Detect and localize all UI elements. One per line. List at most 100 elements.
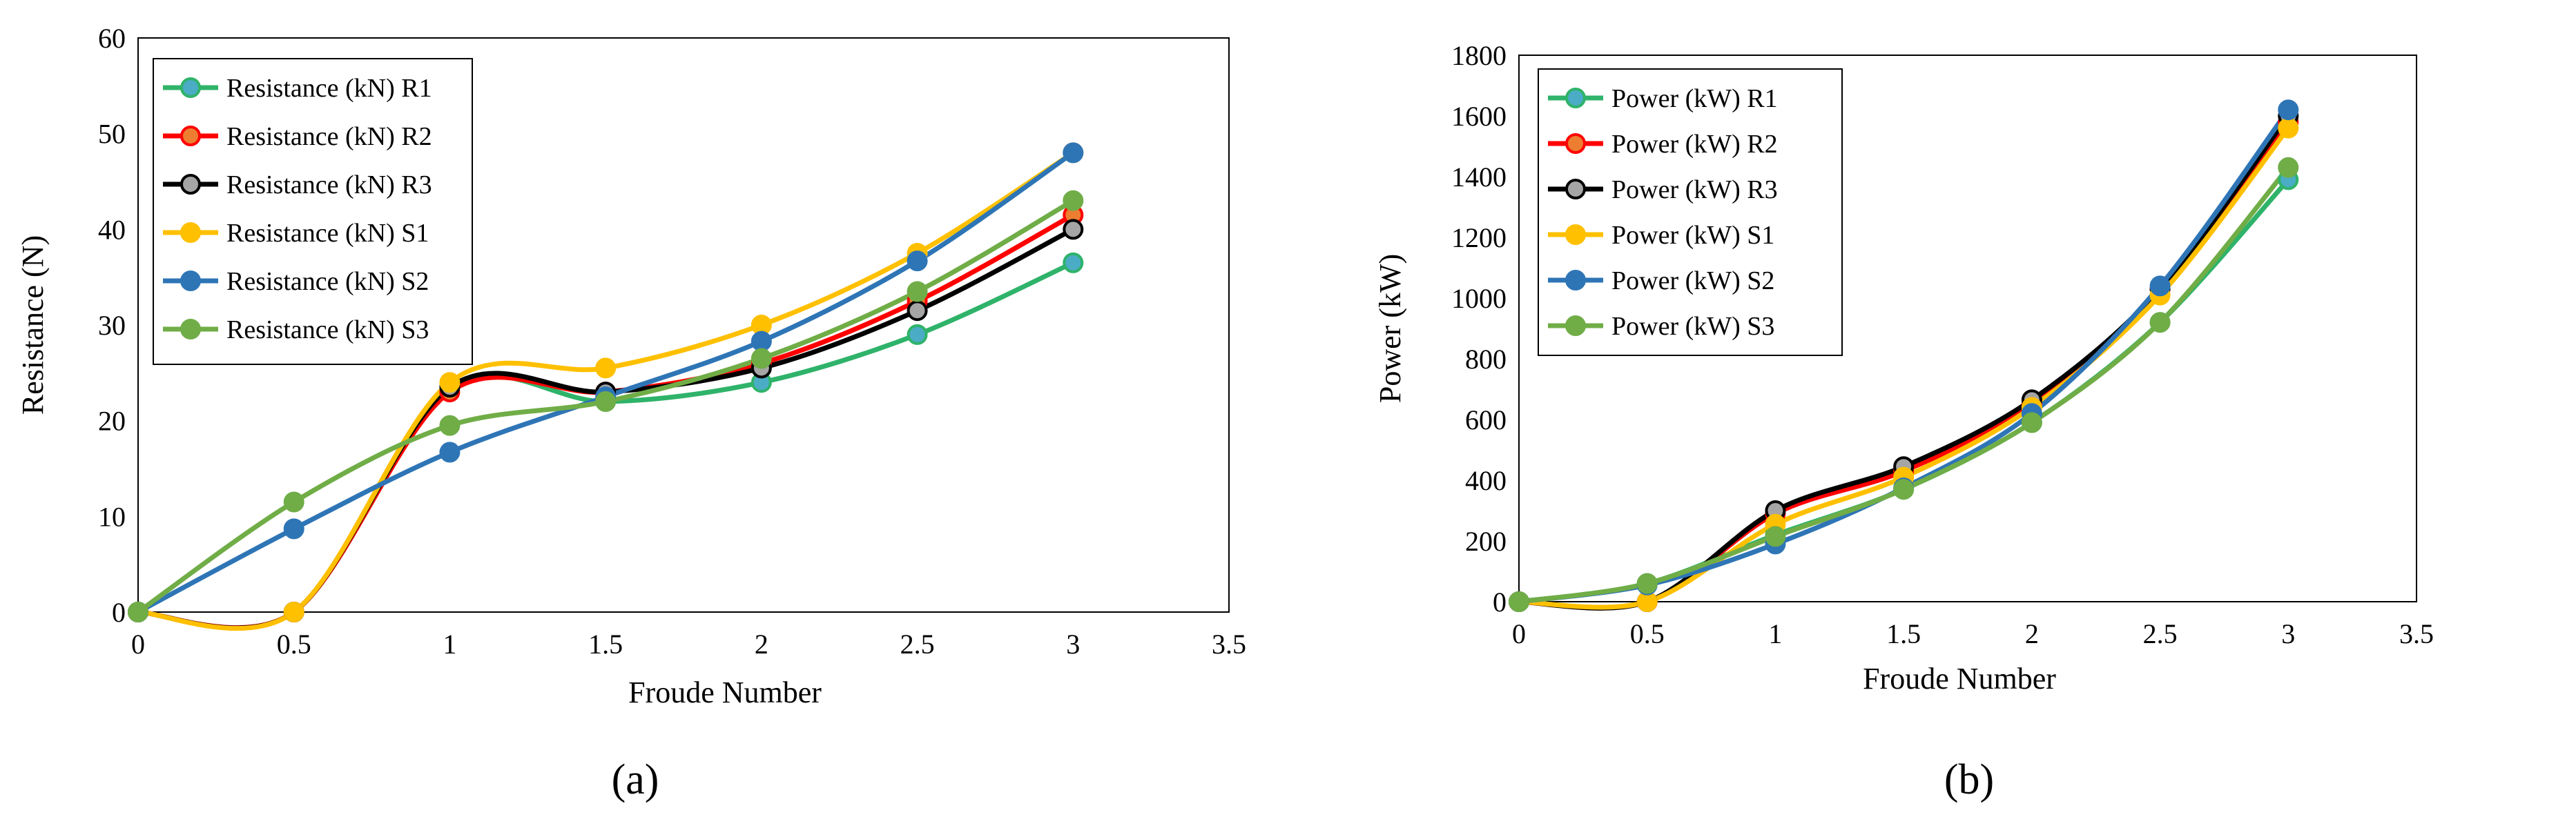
chart-b-legend-label: Power (kW) R3 bbox=[1611, 175, 1778, 204]
chart-a-legend-label: Resistance (kN) S3 bbox=[226, 315, 429, 344]
chart-b-legend-swatch-marker bbox=[1565, 179, 1586, 199]
chart-a-legend-swatch-marker bbox=[180, 126, 201, 146]
chart-b-point-s1 bbox=[1636, 591, 1658, 612]
chart-b-legend-box bbox=[1538, 68, 1843, 356]
chart-b-x-tick-label: 3.5 bbox=[2399, 618, 2434, 649]
chart-a-legend-label: Resistance (kN) S1 bbox=[226, 219, 429, 248]
chart-b-x-tick-label: 1.5 bbox=[1886, 618, 1921, 649]
chart-a-x-tick-label: 1 bbox=[443, 629, 456, 660]
chart-a-x-tick-label: 0 bbox=[131, 629, 145, 660]
chart-a-legend-box bbox=[153, 58, 473, 365]
chart-a-point-s2 bbox=[1063, 142, 1084, 164]
chart-b-y-axis-title: Power (kW) bbox=[1373, 254, 1407, 403]
chart-a-panel-label: (a) bbox=[612, 756, 659, 803]
chart-a-series bbox=[128, 142, 1084, 631]
chart-a-legend-items: Resistance (kN) R1 Resistance (kN) R2 Resi… bbox=[163, 74, 432, 344]
chart-b-x-axis-title: Froude Number bbox=[1863, 662, 2056, 696]
chart-a-legend-swatch-marker bbox=[180, 77, 201, 98]
chart-a-point-r1 bbox=[907, 324, 928, 345]
chart-b-y-tick-label: 400 bbox=[1465, 465, 1507, 496]
chart-b-point-s3 bbox=[2278, 157, 2299, 178]
chart-a-point-s1 bbox=[595, 357, 617, 379]
chart-a-point-s2 bbox=[907, 250, 928, 272]
chart-b-x-tick-label: 3 bbox=[2281, 618, 2295, 649]
chart-a-point-r3 bbox=[1063, 219, 1084, 240]
chart-b-y-tick-label: 1000 bbox=[1451, 283, 1507, 314]
chart-a-point-r1 bbox=[1063, 252, 1084, 273]
chart-a-point-r3 bbox=[907, 300, 928, 322]
chart-a-legend-swatch-marker bbox=[180, 174, 201, 195]
chart-a-y-ticks: 0 10 20 30 40 50 60 bbox=[98, 23, 126, 628]
chart-a-point-s3 bbox=[128, 602, 148, 622]
chart-a-y-axis-title: Resistance (N) bbox=[16, 235, 50, 415]
chart-b-y-tick-label: 1200 bbox=[1451, 222, 1507, 253]
chart-a-point-s3 bbox=[907, 281, 928, 302]
chart-b-x-tick-label: 2.5 bbox=[2143, 618, 2178, 649]
chart-a-point-s3 bbox=[750, 348, 772, 369]
chart-b-point-s3 bbox=[1893, 479, 1915, 500]
chart-b-legend-swatch-marker bbox=[1565, 133, 1586, 154]
chart-b-legend-label: Power (kW) S3 bbox=[1611, 312, 1774, 341]
chart-a-x-tick-label: 2.5 bbox=[900, 629, 935, 660]
chart-a-x-tick-label: 3 bbox=[1066, 629, 1080, 660]
chart-b-panel-label: (b) bbox=[1944, 756, 1994, 803]
chart-a-y-tick-label: 50 bbox=[98, 119, 126, 150]
chart-a-legend: Resistance (kN) R1 Resistance (kN) R2 Resi… bbox=[153, 58, 473, 365]
chart-a-y-tick-label: 30 bbox=[98, 310, 126, 341]
chart-b-point-s2 bbox=[2149, 275, 2171, 297]
chart-a-point-s2 bbox=[283, 518, 304, 540]
chart-b-y-tick-label: 1800 bbox=[1451, 40, 1507, 71]
chart-a-legend-swatch-marker bbox=[180, 270, 201, 291]
chart-a-y-tick-label: 20 bbox=[98, 406, 126, 437]
chart-a-legend-label: Resistance (kN) R2 bbox=[226, 122, 432, 151]
chart-b-legend-swatch-marker bbox=[1565, 270, 1586, 291]
chart-b-y-tick-label: 1600 bbox=[1451, 101, 1507, 132]
chart-b-legend-label: Power (kW) R1 bbox=[1611, 84, 1778, 113]
chart-a-point-s1 bbox=[439, 372, 461, 393]
chart-b-x-tick-label: 2 bbox=[2025, 618, 2039, 649]
chart-a-y-tick-label: 60 bbox=[98, 23, 126, 54]
chart-b-legend-swatch-marker bbox=[1565, 88, 1586, 108]
chart-b-point-s3 bbox=[1509, 591, 1529, 612]
chart-b-legend-swatch-marker bbox=[1565, 315, 1586, 336]
chart-b-point-s2 bbox=[2278, 99, 2299, 121]
chart-a-legend-swatch-marker bbox=[180, 319, 201, 339]
chart-a-legend-swatch-marker bbox=[180, 222, 201, 243]
chart-a-x-ticks: 0 0.5 1 1.5 2 2.5 3 3.5 bbox=[131, 629, 1246, 660]
chart-b-x-tick-label: 0.5 bbox=[1630, 618, 1665, 649]
chart-a-point-s3 bbox=[439, 415, 461, 436]
chart-b-y-tick-label: 1400 bbox=[1451, 161, 1507, 193]
chart-a-y-tick-label: 40 bbox=[98, 214, 126, 245]
chart-a-point-s3 bbox=[283, 491, 304, 513]
chart-b: 0 200 400 600 800 1000 1200 1400 1600 1800 0 0.5 1 1… bbox=[1373, 40, 2434, 803]
chart-a-point-s3 bbox=[595, 391, 617, 412]
chart-a-legend-label: Resistance (kN) S2 bbox=[226, 267, 429, 296]
chart-b-point-s3 bbox=[2149, 312, 2171, 333]
chart-a-x-tick-label: 2 bbox=[755, 629, 768, 660]
chart-b-legend-label: Power (kW) R2 bbox=[1611, 130, 1778, 159]
chart-b-y-tick-label: 200 bbox=[1465, 526, 1507, 557]
chart-a-y-tick-label: 10 bbox=[98, 501, 126, 532]
chart-a-y-tick-label: 0 bbox=[112, 597, 126, 628]
chart-b-y-ticks: 0 200 400 600 800 1000 1200 1400 1600 1800 bbox=[1451, 40, 1507, 618]
chart-b-point-s3 bbox=[2021, 412, 2042, 433]
chart-a-x-axis-title: Froude Number bbox=[628, 676, 822, 709]
chart-b-legend-label: Power (kW) S2 bbox=[1611, 266, 1774, 295]
chart-b-point-s3 bbox=[1636, 573, 1658, 594]
chart-b-y-tick-label: 800 bbox=[1465, 344, 1507, 375]
chart-b-legend-items: Power (kW) R1 Power (kW) R2 Power (kW) R3 P… bbox=[1548, 84, 1778, 341]
chart-a-x-tick-label: 3.5 bbox=[1212, 629, 1246, 660]
chart-a: 0 10 20 30 40 50 60 0 0.5 1 1.5 2 2.5 3 3.5 Froude Nu… bbox=[16, 23, 1246, 803]
chart-a-legend-label: Resistance (kN) R1 bbox=[226, 74, 432, 103]
chart-a-point-s3 bbox=[1063, 190, 1084, 211]
chart-b-legend-swatch-marker bbox=[1565, 224, 1586, 245]
chart-b-point-s3 bbox=[1765, 526, 1786, 547]
chart-b-x-tick-label: 1 bbox=[1768, 618, 1782, 649]
chart-a-point-s2 bbox=[439, 442, 461, 463]
chart-b-legend: Power (kW) R1 Power (kW) R2 Power (kW) R3 P… bbox=[1538, 68, 1843, 356]
chart-a-x-tick-label: 1.5 bbox=[588, 629, 623, 660]
chart-b-y-tick-label: 0 bbox=[1493, 587, 1507, 618]
chart-b-y-tick-label: 600 bbox=[1465, 404, 1507, 435]
chart-b-x-ticks: 0 0.5 1 1.5 2 2.5 3 3.5 bbox=[1512, 618, 2434, 649]
